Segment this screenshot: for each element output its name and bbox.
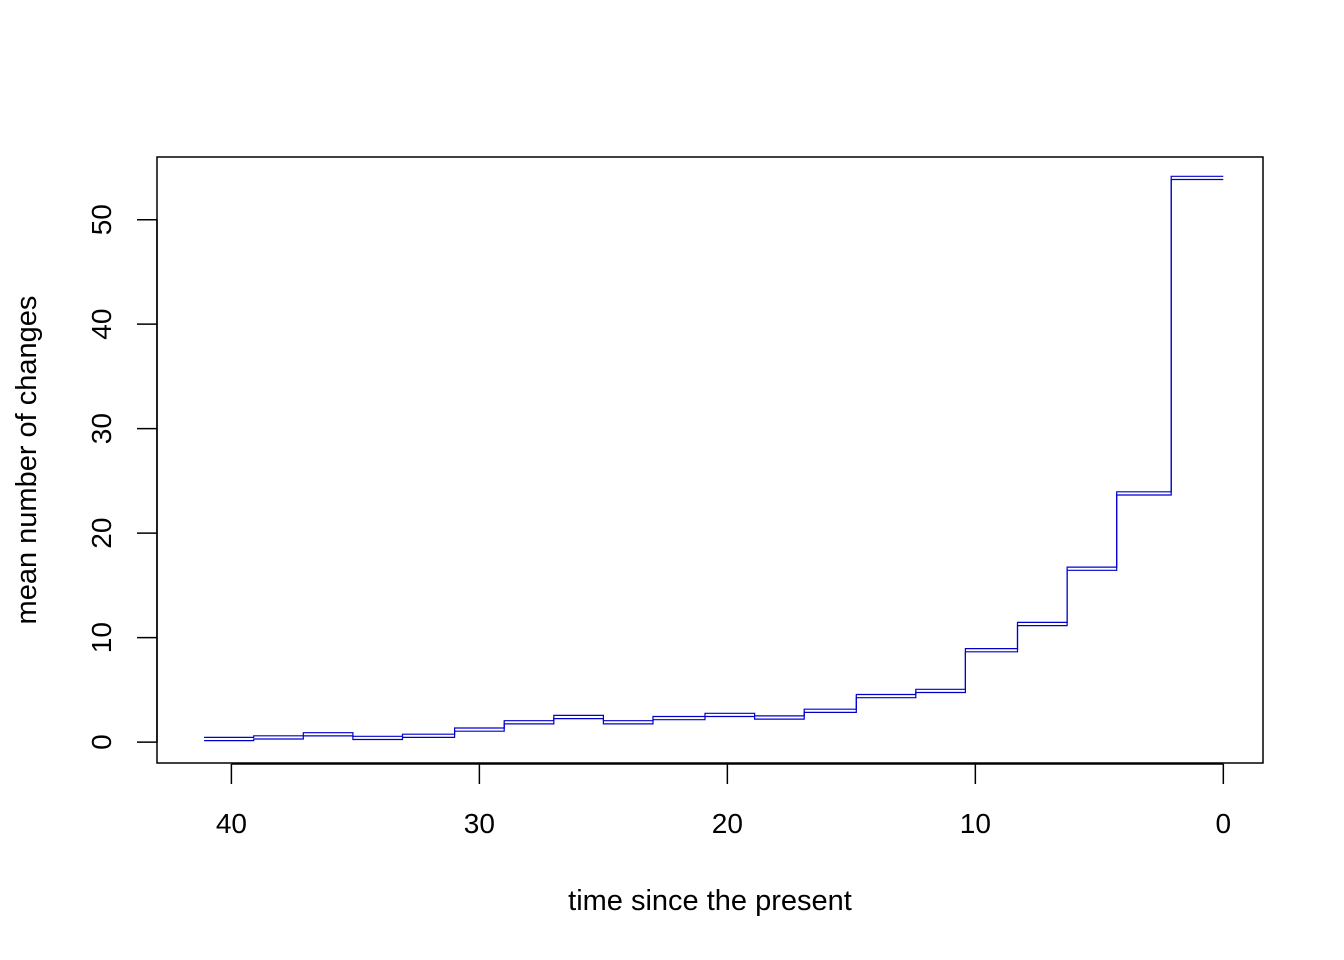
- y-tick-label: 10: [86, 622, 117, 653]
- x-tick-label: 10: [960, 808, 991, 839]
- series-step-line-upper: [204, 175, 1224, 738]
- y-tick-label: 0: [86, 734, 117, 750]
- x-axis: 40 30 20 10 0: [216, 763, 1232, 839]
- series-step-line-lower: [204, 178, 1224, 742]
- y-axis-title: mean number of changes: [11, 296, 43, 625]
- series-layer: [204, 175, 1224, 742]
- x-tick-label: 30: [464, 808, 495, 839]
- y-tick-label: 20: [86, 518, 117, 549]
- y-axis: 0 10 20 30 40 50: [86, 204, 158, 750]
- x-tick-label: 20: [712, 808, 743, 839]
- x-tick-label: 40: [216, 808, 247, 839]
- y-tick-label: 50: [86, 204, 117, 235]
- plot-frame: [156, 156, 1264, 764]
- x-axis-title: time since the present: [568, 885, 852, 917]
- y-tick-label: 40: [86, 309, 117, 340]
- x-tick-label: 0: [1216, 808, 1232, 839]
- y-tick-label: 30: [86, 413, 117, 444]
